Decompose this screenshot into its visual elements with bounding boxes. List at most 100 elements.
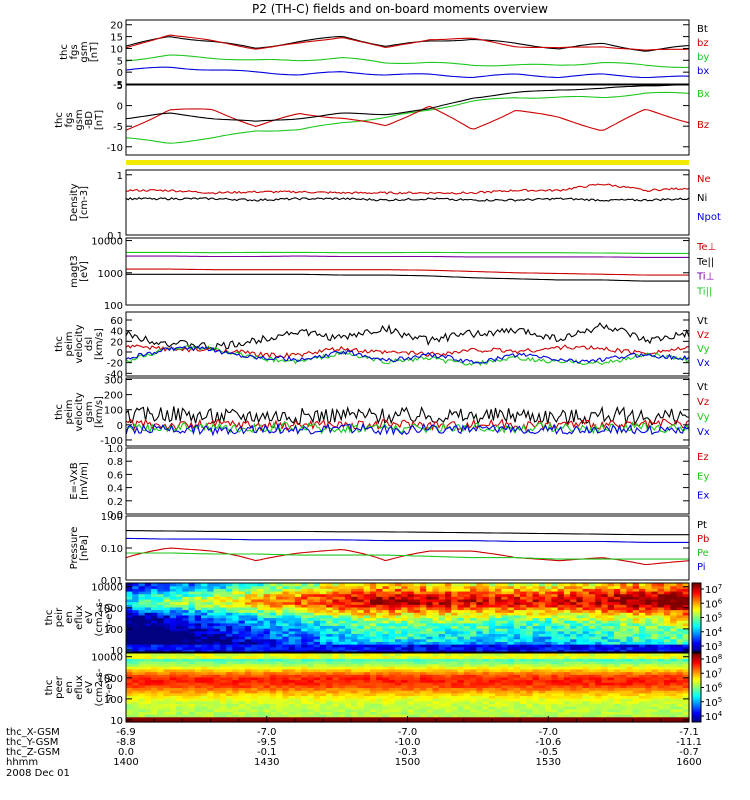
heatmap-cell bbox=[138, 682, 146, 686]
heatmap-cell bbox=[545, 687, 552, 691]
heatmap-cell bbox=[476, 668, 484, 673]
heatmap-cell bbox=[294, 612, 302, 616]
heatmap-cell bbox=[132, 644, 140, 648]
heatmap-cell bbox=[319, 633, 327, 637]
heatmap-cell bbox=[632, 609, 640, 613]
heatmap-cell bbox=[351, 614, 359, 619]
heatmap-cell bbox=[369, 604, 377, 608]
heatmap-cell bbox=[445, 716, 452, 720]
heatmap-cell bbox=[219, 719, 227, 723]
heatmap-cell bbox=[394, 612, 402, 616]
heatmap-cell bbox=[376, 593, 384, 597]
heatmap-cell bbox=[545, 628, 552, 632]
heatmap-cell bbox=[601, 585, 609, 589]
heatmap-cell bbox=[576, 679, 584, 683]
heatmap-cell bbox=[638, 658, 646, 662]
heatmap-cell bbox=[344, 596, 352, 600]
heatmap-cell bbox=[263, 663, 271, 667]
heatmap-cell bbox=[495, 638, 502, 642]
heatmap-cell bbox=[670, 601, 678, 605]
heatmap-cell bbox=[420, 636, 427, 640]
heatmap-cell bbox=[319, 638, 327, 642]
heatmap-cell bbox=[169, 663, 177, 667]
heatmap-cell bbox=[207, 698, 215, 702]
heatmap-cell bbox=[244, 598, 252, 603]
heatmap-cell bbox=[532, 698, 540, 702]
heatmap-cell bbox=[620, 588, 628, 592]
heatmap-cell bbox=[182, 590, 190, 595]
heatmap-cell bbox=[513, 671, 521, 675]
heatmap-cell bbox=[595, 606, 603, 611]
heatmap-cell bbox=[144, 716, 152, 720]
heatmap-cell bbox=[507, 614, 515, 619]
heatmap-cell bbox=[413, 719, 421, 723]
heatmap-cell bbox=[369, 663, 377, 667]
heatmap-cell bbox=[451, 628, 459, 632]
heatmap-cell bbox=[645, 583, 653, 587]
heatmap-cell bbox=[445, 703, 452, 707]
heatmap-cell bbox=[582, 676, 590, 681]
heatmap-cell bbox=[432, 687, 440, 691]
heatmap-cell bbox=[463, 679, 471, 683]
heatmap-cell bbox=[557, 687, 565, 691]
heatmap-cell bbox=[126, 630, 133, 635]
heatmap-cell bbox=[420, 596, 427, 600]
heatmap-cell bbox=[407, 698, 415, 702]
heatmap-cell bbox=[163, 676, 171, 681]
heatmap-cell bbox=[607, 604, 615, 608]
heatmap-cell bbox=[638, 649, 646, 653]
heatmap-cell bbox=[326, 614, 334, 619]
heatmap-cell bbox=[563, 676, 571, 681]
heatmap-cell bbox=[294, 666, 302, 670]
heatmap-cell bbox=[369, 700, 377, 705]
heatmap-cell bbox=[476, 636, 484, 640]
heatmap-cell bbox=[413, 663, 421, 667]
heatmap-cell bbox=[363, 601, 371, 605]
heatmap-cell bbox=[219, 671, 227, 675]
legend-Ey: Ey bbox=[697, 471, 709, 482]
heatmap-cell bbox=[563, 596, 571, 600]
y-tick-label: 300 bbox=[104, 376, 123, 387]
heatmap-cell bbox=[382, 598, 390, 603]
heatmap-cell bbox=[495, 641, 502, 645]
heatmap-cell bbox=[157, 620, 165, 624]
heatmap-cell bbox=[407, 583, 415, 587]
heatmap-cell bbox=[376, 606, 384, 611]
heatmap-cell bbox=[557, 614, 565, 619]
heatmap-cell bbox=[520, 622, 527, 627]
heatmap-cell bbox=[182, 601, 190, 605]
y-axis-label: thc bbox=[54, 336, 65, 352]
heatmap-cell bbox=[457, 606, 465, 611]
heatmap-cell bbox=[576, 687, 584, 691]
heatmap-cell bbox=[501, 620, 509, 624]
heatmap-cell bbox=[332, 620, 340, 624]
heatmap-cell bbox=[620, 703, 628, 707]
heatmap-cell bbox=[313, 653, 321, 657]
heatmap-cell bbox=[626, 708, 634, 712]
heatmap-cell bbox=[257, 609, 265, 613]
heatmap-cell bbox=[244, 620, 252, 624]
heatmap-cell bbox=[651, 716, 659, 720]
heatmap-cell bbox=[626, 663, 634, 667]
heatmap-cell bbox=[413, 692, 421, 697]
heatmap-cell bbox=[319, 617, 327, 621]
heatmap-cell bbox=[645, 644, 653, 648]
heatmap-cell bbox=[582, 668, 590, 673]
heatmap-cell bbox=[570, 646, 577, 650]
heatmap-cell bbox=[420, 700, 427, 705]
legend-Npot: Npot bbox=[697, 212, 721, 223]
heatmap-cell bbox=[638, 638, 646, 642]
heatmap-cell bbox=[213, 682, 221, 686]
heatmap-cell bbox=[188, 711, 196, 715]
heatmap-cell bbox=[126, 649, 133, 653]
heatmap-cell bbox=[388, 679, 396, 683]
heatmap-cell bbox=[138, 585, 146, 589]
heatmap-cell bbox=[219, 622, 227, 627]
heatmap-cell bbox=[607, 687, 615, 691]
heatmap-cell bbox=[257, 668, 265, 673]
heatmap-cell bbox=[326, 636, 334, 640]
heatmap-cell bbox=[563, 700, 571, 705]
heatmap-cell bbox=[182, 646, 190, 650]
heatmap-cell bbox=[663, 583, 671, 587]
